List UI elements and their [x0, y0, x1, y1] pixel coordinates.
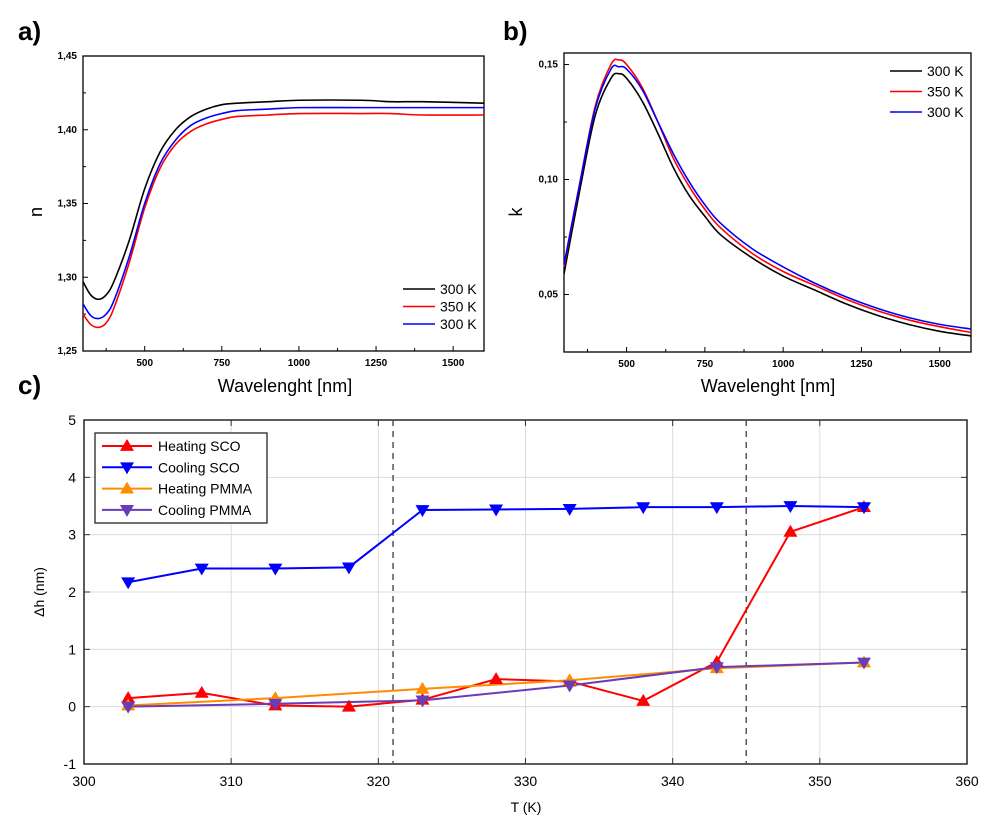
panel-label-b: b): [503, 16, 528, 46]
panel-c-marker-1: [415, 505, 430, 518]
panel-c-xtick-label: 320: [367, 773, 391, 789]
panel-b-ytick-label: 0,10: [539, 175, 559, 186]
panel-c-legend-label: Cooling SCO: [158, 459, 240, 475]
panel-c-xtick-label: 300: [72, 773, 96, 789]
panel-c-xtick-label: 340: [661, 773, 685, 789]
panel-a-legend-label: 350 K: [440, 299, 477, 315]
panel-c-marker-0: [783, 524, 798, 537]
panel-label-a: a): [18, 16, 41, 46]
panel-c-frame: [83, 419, 968, 765]
panel-c-marker-1: [783, 501, 798, 513]
panel-a-ytick-label: 1,30: [58, 272, 78, 283]
panel-c-xtick-label: 350: [808, 773, 832, 789]
panel-c-ytick-label: 0: [68, 699, 76, 715]
panel-c-marker-1: [856, 502, 871, 515]
panel-b-xtick-label: 1500: [929, 359, 952, 370]
panel-b-ytick-label: 0,05: [539, 290, 559, 301]
panel-c-legend-label: Cooling PMMA: [158, 502, 252, 518]
panel-c-marker-1: [489, 504, 504, 517]
panel-a-series-line-0: [82, 99, 485, 301]
panel-a-ytick-label: 1,40: [58, 125, 78, 136]
panel-c-marker-3: [562, 680, 577, 693]
panel-c-marker-1: [562, 503, 577, 516]
panel-c-marker-0: [121, 691, 136, 703]
panel-a-series-line-2: [82, 106, 484, 320]
panel-b-xtick-label: 1000: [772, 359, 795, 370]
panel-c-ytick-label: 1: [68, 641, 76, 657]
panel-a-xtick-label: 500: [136, 358, 153, 369]
panel-c-legend-label: Heating PMMA: [158, 481, 253, 497]
panel-a-ylabel: n: [26, 207, 46, 217]
panel-c-xtick-label: 310: [219, 773, 243, 789]
panel-c-marker-3: [268, 698, 283, 711]
panel-b-xtick-label: 1250: [850, 359, 873, 370]
panel-a-ytick-label: 1,25: [58, 346, 78, 357]
panel-c-series-line-3: [128, 661, 865, 708]
panel-b-series-line-0: [563, 72, 972, 337]
panel-b-plot: 500 750 1000 1250 1500 0,05 0,10 0,15 300 K 350 K…: [539, 52, 972, 370]
panel-c-marker-0: [341, 699, 356, 712]
panel-c-marker-2: [415, 681, 430, 694]
panel-b-frame: [563, 52, 972, 353]
panel-c-ytick-label: 3: [68, 527, 76, 543]
panel-a-plot: 500 750 1000 1250 1500 1,25 1,30 1,35 1,40 1,45 30…: [58, 51, 485, 369]
panel-a-legend-label: 300 K: [440, 281, 477, 297]
panel-b-xlabel: Wavelenght [nm]: [701, 376, 835, 396]
panel-c-marker-0: [636, 693, 651, 706]
panel-c-marker-3: [121, 701, 136, 714]
panel-c-ytick-label: 4: [68, 469, 76, 485]
panel-a-xtick-label: 1000: [288, 358, 311, 369]
panel-b-legend-label: 300 K: [927, 104, 964, 120]
panel-c-ytick-label: -1: [64, 756, 77, 772]
panel-c-marker-1: [268, 563, 283, 576]
panel-c-marker-1: [194, 563, 209, 576]
panel-c-xlabel: T (K): [511, 799, 542, 815]
panel-c-marker-3: [415, 695, 430, 708]
panel-c-plot: 300 310 320 330 340 350 360 -1 0 1 2 3 4 5 Heating SCO…: [64, 412, 979, 789]
panel-b-series-line-1: [563, 58, 972, 334]
panel-a-ytick-label: 1,35: [58, 199, 78, 210]
panel-c-legend-marker: [120, 505, 134, 517]
panel-c-legend-marker: [120, 462, 134, 475]
panel-c-legend-label: Heating SCO: [158, 438, 241, 454]
panel-c-marker-3: [709, 662, 724, 675]
panel-c-marker-1: [341, 562, 356, 575]
panel-c-ytick-label: 2: [68, 584, 76, 600]
panel-a-ytick-label: 1,45: [58, 51, 78, 62]
panel-c-marker-3: [856, 657, 871, 670]
panel-b-series-line-2: [563, 64, 972, 330]
panel-c-marker-1: [709, 502, 724, 515]
panel-c-xtick-label: 360: [955, 773, 979, 789]
panel-label-c: c): [18, 370, 41, 400]
panel-c-legend-marker: [120, 481, 134, 494]
panel-c-marker-0: [194, 685, 209, 698]
panel-b-ytick-label: 0,15: [539, 60, 559, 71]
panel-c-xtick-label: 330: [514, 773, 538, 789]
panel-b-legend-label: 350 K: [927, 84, 964, 100]
panel-b-xtick-label: 500: [618, 359, 635, 370]
panel-a-xtick-label: 1500: [442, 358, 465, 369]
panel-b-xtick-label: 750: [697, 359, 714, 370]
panel-a-xlabel: Wavelenght [nm]: [218, 376, 352, 396]
panel-c-marker-0: [489, 672, 504, 685]
panel-c-legend-marker: [120, 439, 134, 451]
panel-a-legend-label: 300 K: [440, 316, 477, 332]
panel-a-series-line-1: [82, 112, 485, 329]
panel-a-xtick-label: 1250: [365, 358, 388, 369]
panel-c-marker-1: [636, 502, 651, 515]
panel-a-xtick-label: 750: [213, 358, 230, 369]
panel-c-ytick-label: 5: [68, 412, 76, 428]
panel-c-ylabel: Δh (nm): [31, 567, 47, 617]
panel-c-marker-1: [121, 577, 136, 590]
panel-b-legend-label: 300 K: [927, 63, 964, 79]
panel-b-ylabel: k: [506, 207, 526, 217]
